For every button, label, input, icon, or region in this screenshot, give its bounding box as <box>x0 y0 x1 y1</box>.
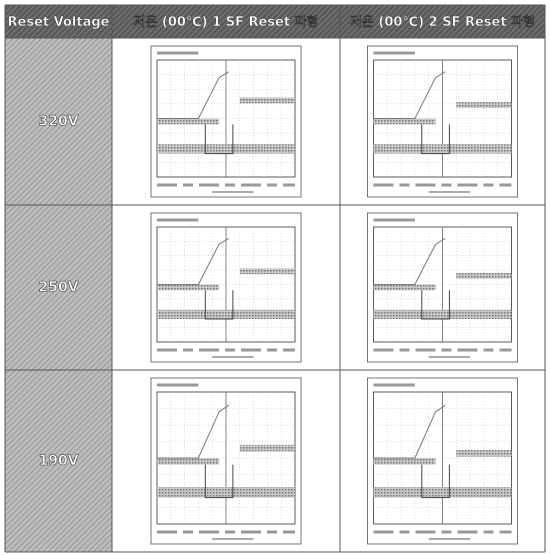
waveform-image <box>151 213 301 362</box>
trace-band <box>456 273 511 279</box>
row-label: 250V <box>38 280 78 296</box>
waveform-image <box>368 213 518 362</box>
row-label: 320V <box>38 114 78 130</box>
trace-band <box>374 285 436 291</box>
row-label: 190V <box>38 453 78 469</box>
trace-band <box>374 144 512 153</box>
trace-band <box>374 119 436 125</box>
trace-band <box>240 268 295 274</box>
trace-band <box>374 487 512 498</box>
page: Reset Voltage 저온 (00℃) 1 SF Reset 파형 저온 (0… <box>0 0 550 555</box>
trace-band <box>157 119 219 125</box>
trace-band <box>374 458 436 465</box>
header-cell: 저온 (00℃) 2 SF Reset 파형 <box>350 14 535 30</box>
waveform-image <box>368 378 518 544</box>
trace-band <box>240 97 295 103</box>
header-cell: Reset Voltage <box>8 15 110 30</box>
trace-band <box>374 310 512 319</box>
trace-band <box>157 487 295 498</box>
trace-band <box>240 445 295 452</box>
header-cell: 저온 (00℃) 1 SF Reset 파형 <box>133 14 318 30</box>
waveform-image <box>151 46 301 197</box>
trace-band <box>157 285 219 291</box>
trace-band <box>157 458 219 465</box>
table: Reset Voltage 저온 (00℃) 1 SF Reset 파형 저온 (0… <box>5 5 545 552</box>
trace-band <box>157 310 295 319</box>
trace-band <box>157 144 295 153</box>
trace-band <box>456 450 511 457</box>
trace-band <box>456 102 511 108</box>
waveform-image <box>368 46 518 197</box>
waveform-image <box>151 378 301 544</box>
